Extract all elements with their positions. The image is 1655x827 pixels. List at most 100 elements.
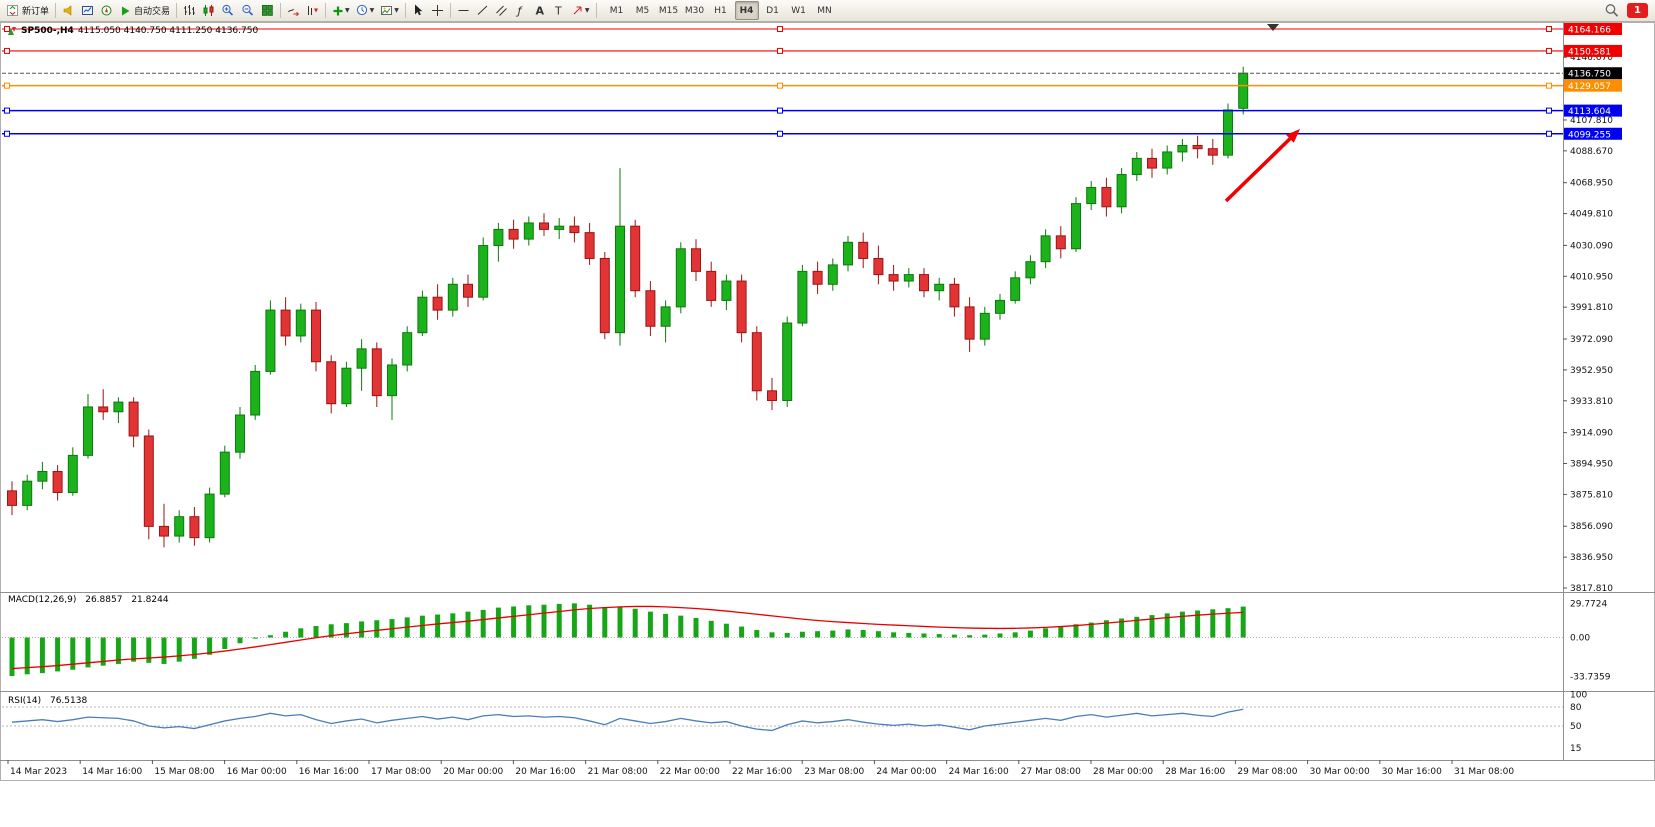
indicators-button[interactable]: ▼	[329, 0, 353, 21]
zoom-out-button[interactable]	[238, 0, 258, 21]
time-axis-label: 31 Mar 08:00	[1454, 767, 1514, 777]
navigator-button[interactable]	[97, 0, 116, 21]
hline-handle[interactable]	[4, 47, 10, 54]
macd-histogram-bar	[997, 633, 1003, 638]
macd-histogram-bar	[1240, 606, 1246, 638]
timeframe-button-mn[interactable]: MN	[817, 5, 832, 16]
trendline-icon	[477, 5, 488, 15]
new-order-button[interactable]: 新订单	[3, 0, 52, 21]
crosshair-button[interactable]	[428, 0, 447, 21]
hline-handle[interactable]	[777, 47, 783, 54]
svg-text:ƒ: ƒ	[515, 5, 523, 18]
market-watch-button[interactable]	[78, 0, 97, 21]
market-watch-icon	[82, 6, 94, 15]
svg-text:3933.810: 3933.810	[1570, 397, 1613, 407]
hline-handle[interactable]	[4, 130, 10, 137]
auto-scroll-button[interactable]	[284, 0, 303, 21]
timeframe-button-m5[interactable]: M5	[635, 5, 650, 16]
tile-windows-button[interactable]	[258, 0, 277, 21]
hline-handle[interactable]	[1546, 130, 1552, 137]
timeframe-button-m1[interactable]: M1	[609, 5, 624, 16]
hline-handle[interactable]	[777, 82, 783, 89]
candlestick-chart-button[interactable]	[199, 0, 218, 21]
search-icon[interactable]	[1604, 3, 1620, 19]
notification-badge[interactable]: 1	[1627, 3, 1648, 18]
bar-chart-button[interactable]	[180, 0, 199, 21]
macd-histogram-bar	[9, 637, 15, 677]
svg-text:3952.950: 3952.950	[1570, 366, 1613, 376]
trendline-tool-button[interactable]	[473, 0, 492, 21]
macd-histogram-bar	[55, 637, 61, 672]
macd-histogram-bar	[435, 614, 441, 638]
text-tool-icon: A	[535, 5, 544, 18]
rsi-scale-label: 80	[1570, 703, 1582, 713]
cursor-button[interactable]	[409, 0, 428, 21]
periods-button[interactable]: ▼	[353, 0, 378, 21]
time-scale[interactable]: 14 Mar 2023 14 Mar 16:00 15 Mar 08:00 16 Ma…	[7, 760, 1514, 777]
arrow-tool-icon	[573, 6, 582, 15]
macd-histogram-bar	[526, 605, 532, 638]
hline-handle[interactable]	[1546, 107, 1552, 114]
timeframe-button-h1[interactable]: H1	[714, 5, 727, 16]
tile-windows-icon	[262, 5, 273, 16]
channel-tool-button[interactable]	[492, 0, 511, 21]
macd-histogram-bar	[359, 621, 365, 638]
templates-button[interactable]: ▼	[377, 0, 402, 21]
level-price-label	[1564, 104, 1622, 117]
macd-histogram-bar	[647, 611, 653, 638]
time-axis-label: 14 Mar 2023	[10, 767, 67, 777]
hline-handle[interactable]	[4, 26, 10, 32]
macd-histogram-bar	[313, 626, 319, 638]
macd-histogram-bar	[85, 637, 91, 668]
chart-shift-marker[interactable]	[1267, 24, 1279, 31]
toolbar-separator	[404, 3, 406, 18]
panel-frame	[0, 22, 1655, 781]
chart-shift-button[interactable]	[303, 0, 322, 21]
hline-handle[interactable]	[1546, 82, 1552, 89]
hline-handle[interactable]	[1546, 26, 1552, 32]
toolbar-right-group: 1	[1604, 3, 1652, 19]
hline-tool-button[interactable]	[454, 0, 473, 21]
macd-histogram-bar	[967, 635, 973, 638]
time-axis-label: 17 Mar 08:00	[371, 767, 431, 777]
macd-histogram-bar	[982, 634, 988, 638]
alerts-button[interactable]	[59, 0, 78, 21]
hline-handle[interactable]	[777, 130, 783, 137]
hline-handle[interactable]	[1546, 47, 1552, 54]
macd-histogram-bar	[191, 637, 197, 659]
hline-handle[interactable]	[777, 26, 783, 32]
level-price-label	[1564, 79, 1622, 92]
macd-histogram-bar	[663, 613, 669, 638]
timeframe-button-d1[interactable]: D1	[766, 5, 779, 16]
svg-text:3972.090: 3972.090	[1570, 335, 1613, 345]
trend-arrow-annotation[interactable]	[1224, 129, 1300, 203]
timeframe-button-m15[interactable]: M15	[658, 5, 679, 16]
macd-histogram-bar	[176, 637, 182, 662]
hline-handle[interactable]	[4, 107, 10, 114]
svg-text:A: A	[535, 5, 544, 18]
macd-panel	[2, 603, 1563, 677]
macd-scale-label: -33.7359	[1570, 672, 1611, 682]
timeframe-button-m30[interactable]: M30	[684, 5, 705, 16]
fibonacci-tool-button[interactable]: ƒ	[511, 0, 530, 21]
arrows-tool-button[interactable]: ▼	[568, 0, 593, 21]
macd-histogram-bar	[906, 632, 912, 638]
macd-histogram-bar	[799, 631, 805, 638]
cursor-icon	[414, 4, 423, 16]
zoom-in-button[interactable]	[218, 0, 238, 21]
time-axis-label: 16 Mar 00:00	[227, 767, 287, 777]
autotrading-play-icon	[122, 6, 130, 15]
hline-handle[interactable]	[4, 82, 10, 89]
timeframe-button-h4[interactable]: H4	[734, 1, 759, 20]
level-price-label	[1564, 127, 1622, 140]
macd-histogram-bar	[830, 630, 836, 638]
label-tool-button[interactable]: T	[549, 0, 568, 21]
hline-handle[interactable]	[777, 107, 783, 114]
text-tool-button[interactable]: A	[530, 0, 549, 21]
timeframe-button-w1[interactable]: W1	[791, 5, 806, 16]
macd-histogram-bar	[693, 617, 699, 638]
autotrading-button[interactable]: 自动交易	[116, 0, 173, 21]
price-scale[interactable]: 4146.670 4107.810 4088.670 4068.950 4049.810…	[1563, 23, 1622, 754]
horizontal-level-lines[interactable]	[2, 26, 1563, 137]
